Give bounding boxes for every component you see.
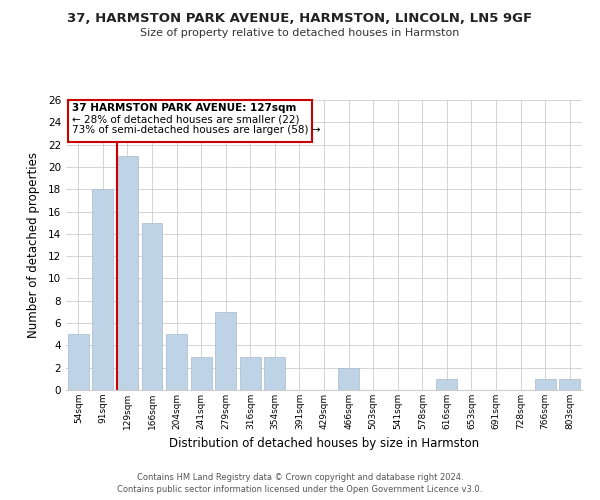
Bar (68, 334, 89, 390)
Y-axis label: Number of detached properties: Number of detached properties (26, 152, 40, 338)
X-axis label: Distribution of detached houses by size in Harmston: Distribution of detached houses by size … (169, 438, 479, 450)
Text: 73% of semi-detached houses are larger (58) →: 73% of semi-detached houses are larger (… (72, 124, 320, 134)
Text: 37 HARMSTON PARK AVENUE: 127sqm: 37 HARMSTON PARK AVENUE: 127sqm (72, 104, 296, 114)
Text: Contains HM Land Registry data © Crown copyright and database right 2024.: Contains HM Land Registry data © Crown c… (137, 472, 463, 482)
Text: 37, HARMSTON PARK AVENUE, HARMSTON, LINCOLN, LN5 9GF: 37, HARMSTON PARK AVENUE, HARMSTON, LINC… (67, 12, 533, 26)
Text: ← 28% of detached houses are smaller (22): ← 28% of detached houses are smaller (22… (72, 114, 299, 124)
Bar (559, 379, 580, 390)
Bar (436, 379, 457, 390)
Bar (535, 379, 556, 390)
Bar (142, 222, 163, 390)
Bar (191, 356, 212, 390)
Bar (240, 356, 261, 390)
Text: Size of property relative to detached houses in Harmston: Size of property relative to detached ho… (140, 28, 460, 38)
Bar (117, 156, 138, 390)
Bar (92, 189, 113, 390)
Bar (338, 368, 359, 390)
Bar (265, 356, 286, 390)
Text: Contains public sector information licensed under the Open Government Licence v3: Contains public sector information licen… (118, 485, 482, 494)
Bar (68, 100, 312, 142)
Bar (166, 334, 187, 390)
Bar (215, 312, 236, 390)
